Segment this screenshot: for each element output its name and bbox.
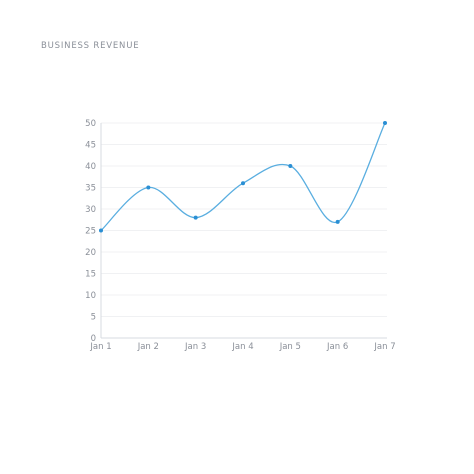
x-tick-label: Jan 5 [279, 342, 301, 352]
grid-lines [101, 122, 387, 317]
y-tick-label: 20 [85, 248, 96, 258]
y-tick-label: 10 [85, 291, 96, 301]
data-point[interactable] [99, 228, 103, 233]
points-group [99, 121, 387, 233]
x-tick-label: Jan 7 [373, 342, 395, 352]
x-tick-label: Jan 1 [89, 342, 111, 352]
y-tick-label: 0 [91, 334, 96, 344]
y-tick-label: 35 [85, 184, 96, 194]
x-tick-label: Jan 6 [326, 342, 348, 352]
data-point[interactable] [335, 219, 340, 224]
series-group [100, 122, 386, 231]
y-tick-label: 25 [85, 227, 96, 237]
data-point[interactable] [241, 181, 245, 186]
series-line-revenue [100, 122, 386, 231]
data-point[interactable] [193, 215, 198, 220]
y-tick-label: 40 [85, 162, 96, 172]
y-tick-label: 5 [91, 313, 96, 323]
y-tick-label: 50 [85, 119, 96, 129]
y-axis-ticks: 0 5 10 15 20 25 30 35 40 45 50 [85, 119, 96, 344]
chart-title: BUSINESS REVENUE [41, 41, 140, 51]
x-tick-label: Jan 4 [231, 342, 253, 352]
data-point[interactable] [383, 121, 387, 125]
y-tick-label: 30 [85, 205, 96, 215]
data-point[interactable] [146, 185, 151, 190]
data-point[interactable] [288, 164, 293, 168]
x-axis-ticks: Jan 1 Jan 2 Jan 3 Jan 4 Jan 5 Jan 6 Jan 7 [89, 342, 395, 352]
y-tick-label: 15 [85, 270, 96, 280]
x-tick-label: Jan 2 [137, 342, 159, 352]
y-tick-label: 45 [85, 141, 96, 151]
x-tick-label: Jan 3 [184, 342, 206, 352]
